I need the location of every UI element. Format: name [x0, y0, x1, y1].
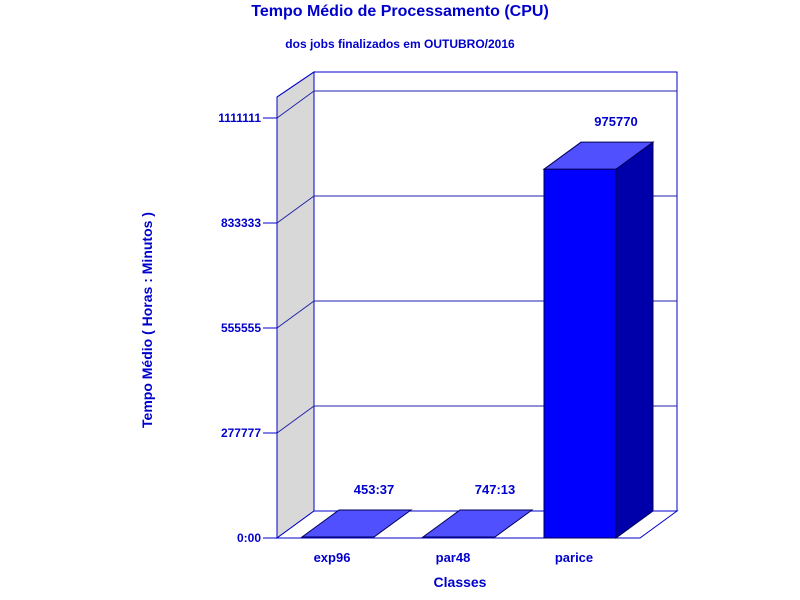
side-wall-top-edge	[276, 71, 315, 98]
chart-subtitle: dos jobs finalizados em OUTUBRO/2016	[285, 37, 515, 51]
bar-front	[543, 168, 617, 539]
y-tick-label: 1111111	[218, 111, 261, 125]
gridline-side	[276, 195, 315, 224]
y-axis-ticks: 0:00 277777 555555 833333 1111111	[218, 111, 277, 545]
bars	[300, 141, 655, 539]
bar-parice	[542, 141, 655, 539]
gridline-side	[276, 405, 315, 434]
y-tick-label: 277777	[221, 426, 261, 440]
gridline-side	[276, 90, 315, 119]
bar-exp96	[300, 509, 413, 538]
data-label: 453:37	[354, 482, 394, 497]
x-category-label: parice	[555, 550, 593, 565]
bar-top	[542, 141, 655, 170]
y-axis-title: Tempo Médio ( Horas : Minutos )	[139, 212, 155, 428]
bar-top	[300, 509, 413, 538]
chart-title: Tempo Médio de Processamento (CPU)	[251, 3, 549, 20]
x-axis-title: Classes	[434, 574, 487, 590]
x-category-label: exp96	[314, 550, 351, 565]
x-category-label: par48	[436, 550, 471, 565]
data-label: 747:13	[475, 482, 515, 497]
y-tick-label: 833333	[221, 216, 261, 230]
data-labels: 453:37 747:13 975770	[354, 114, 638, 497]
y-tick-label: 555555	[221, 321, 261, 335]
gridline-side	[276, 300, 315, 329]
y-tick-label: 0:00	[237, 531, 261, 545]
data-label: 975770	[594, 114, 637, 129]
x-axis-categories: exp96 par48 parice	[314, 550, 594, 565]
bar-top	[421, 509, 534, 538]
bar-par48	[421, 509, 534, 538]
bar-side	[615, 141, 654, 539]
